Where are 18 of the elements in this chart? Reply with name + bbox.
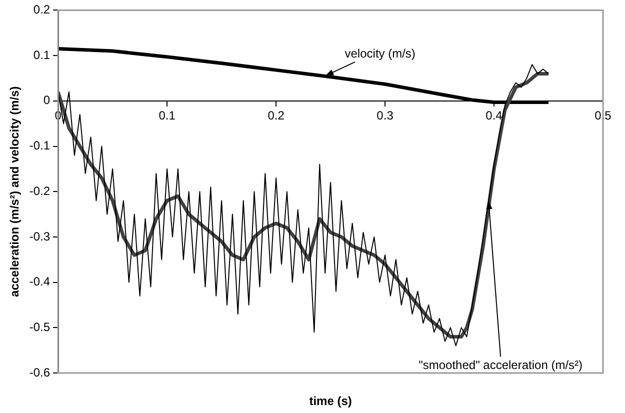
annotation: "smoothed" acceleration (m/s²)	[418, 358, 583, 372]
y-tick-label: 0.2	[33, 2, 50, 17]
y-tick-label: -0.4	[29, 274, 50, 289]
y-tick-label: 0	[43, 93, 50, 108]
y-tick-label: -0.2	[29, 184, 50, 198]
y-tick-label: -0.1	[29, 138, 50, 153]
x-tick-label: 0.2	[268, 108, 285, 122]
y-axis-title: acceleration (m/s²) and velocity (m/s)	[8, 86, 22, 297]
y-tick-label: 0.1	[33, 48, 50, 62]
x-tick-label: 0.1	[158, 108, 176, 122]
y-tick-label: -0.6	[29, 365, 50, 380]
y-tick-label: -0.3	[29, 229, 50, 244]
annotation: velocity (m/s)	[344, 46, 416, 60]
x-axis-title: time (s)	[309, 394, 352, 408]
x-tick-label: 0.4	[486, 108, 503, 122]
x-tick-label: 0.5	[594, 108, 612, 122]
y-tick-label: -0.5	[29, 320, 50, 334]
x-tick-label: 0.3	[376, 108, 394, 122]
